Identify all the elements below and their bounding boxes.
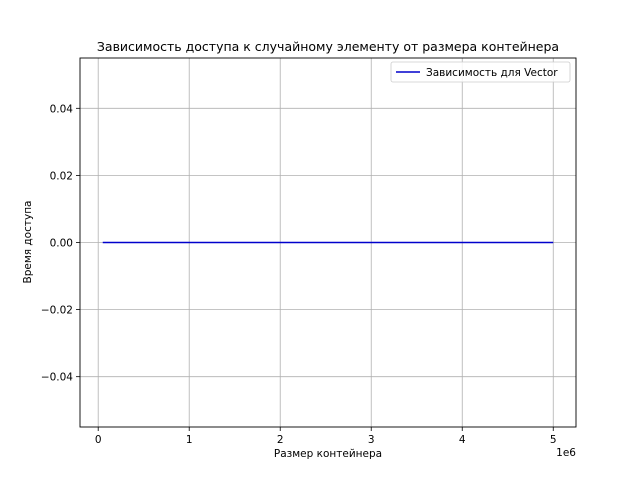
legend-label: Зависимость для Vector (426, 67, 558, 79)
y-tick-label: 0.00 (50, 238, 73, 250)
x-tick-label: 2 (277, 434, 284, 446)
x-axis-label: Размер контейнера (274, 448, 382, 460)
legend: Зависимость для Vector (390, 61, 571, 83)
y-tick-label: 0.04 (50, 103, 74, 115)
y-tick-label: −0.04 (41, 372, 73, 384)
y-tick-label: −0.02 (41, 305, 73, 317)
legend-box (390, 61, 571, 83)
x-axis-offset-label: 1e6 (556, 447, 576, 459)
x-tick-label: 4 (459, 434, 466, 446)
y-axis-label: Время доступа (22, 201, 34, 284)
x-tick-label: 3 (368, 434, 375, 446)
x-tick-label: 5 (550, 434, 557, 446)
chart-title: Зависимость доступа к случайному элемент… (97, 39, 559, 54)
x-tick-label: 0 (95, 434, 102, 446)
x-tick-label: 1 (186, 434, 193, 446)
axis-ticks: 0 1 2 3 4 5 −0.04 −0.02 0.00 0.02 0.04 (41, 103, 557, 446)
y-tick-label: 0.02 (50, 170, 73, 182)
